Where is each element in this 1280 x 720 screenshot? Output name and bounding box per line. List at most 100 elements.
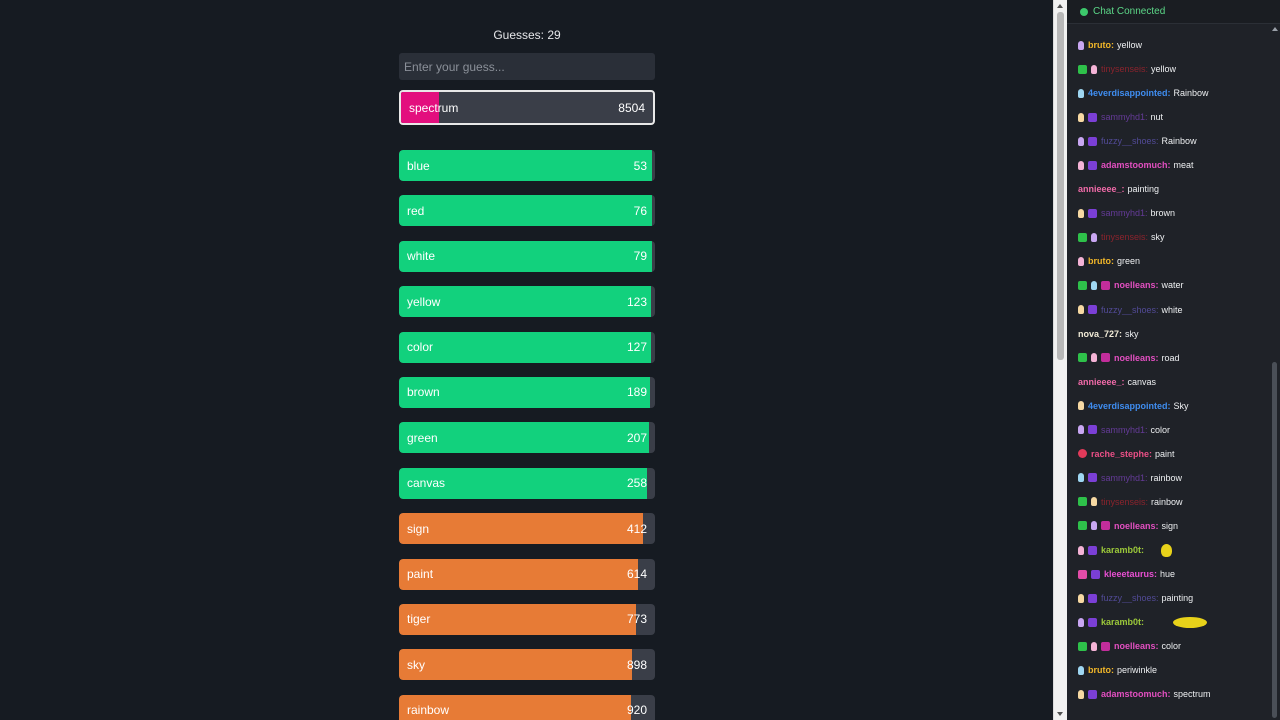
chat-username[interactable]: kleeetaurus:: [1104, 569, 1158, 580]
chat-message: sammyhd1: nut: [1078, 105, 1268, 129]
chat-text: brown: [1150, 208, 1176, 219]
chat-status: Chat Connected: [1093, 6, 1166, 17]
chat-username[interactable]: bruto:: [1088, 40, 1114, 51]
guess-rank: 412: [626, 521, 647, 536]
chat-text: sky: [1125, 328, 1139, 339]
guess-row: tiger 773: [399, 603, 655, 635]
guess-row: paint 614: [399, 558, 655, 590]
chat-text: road: [1161, 352, 1180, 363]
current-guess-row: spectrum 8504: [399, 90, 655, 125]
scroll-up-arrow-icon[interactable]: [1057, 4, 1063, 8]
chat-username[interactable]: tinysenseis:: [1101, 64, 1149, 75]
chat-username[interactable]: karamb0t:: [1101, 545, 1145, 555]
chat-username[interactable]: sammyhd1:: [1101, 472, 1148, 483]
chat-message: adamstoomuch: meat: [1078, 153, 1268, 177]
guess-fill-bar: [399, 558, 639, 590]
guess-input[interactable]: [399, 53, 655, 80]
chat-text: painting: [1127, 184, 1160, 195]
chat-text: periwinkle: [1117, 665, 1158, 676]
chat-username[interactable]: rache_stephe:: [1091, 448, 1153, 459]
chat-username[interactable]: sammyhd1:: [1101, 208, 1148, 219]
chat-username[interactable]: tinysenseis:: [1101, 232, 1149, 243]
hand-badge-icon: [1078, 136, 1084, 146]
chat-username[interactable]: 4everdisappointed:: [1088, 400, 1171, 411]
chat-username[interactable]: fuzzy__shoes:: [1101, 593, 1159, 604]
guess-rank: 79: [633, 249, 647, 264]
chat-message: bruto: green: [1078, 249, 1268, 273]
chat-username[interactable]: sammyhd1:: [1101, 112, 1148, 123]
guess-rank: 920: [626, 703, 647, 718]
page-scrollbar[interactable]: [1053, 0, 1067, 720]
hand-badge-icon: [1078, 401, 1084, 411]
guess-row: blue 53: [399, 150, 655, 181]
sub-badge-icon: [1088, 545, 1097, 555]
chat-username[interactable]: fuzzy__shoes:: [1101, 136, 1159, 147]
guess-word: tiger: [407, 612, 431, 627]
guess-rank: 127: [626, 340, 647, 355]
mod-badge-icon: [1078, 64, 1087, 74]
scroll-down-arrow-icon[interactable]: [1057, 712, 1063, 716]
game-panel: Guesses: 29 spectrum 8504 blue 53 red 76 whi…: [399, 28, 655, 720]
chat-username[interactable]: sammyhd1:: [1101, 424, 1148, 435]
chat-username[interactable]: nova_727:: [1078, 328, 1123, 339]
sub-badge-icon: [1088, 473, 1097, 483]
guess-row: white 79: [399, 240, 655, 272]
guess-rank: 898: [626, 657, 647, 672]
chat-message: karamb0t:: [1078, 610, 1268, 634]
chat-message: 4everdisappointed: Sky: [1078, 394, 1268, 418]
chat-message: tinysenseis: yellow: [1078, 57, 1268, 81]
guess-fill-bar: [399, 195, 653, 227]
chat-text: white: [1161, 304, 1183, 315]
chat-username[interactable]: karamb0t:: [1101, 617, 1145, 628]
chat-username[interactable]: bruto:: [1088, 665, 1114, 676]
chat-username[interactable]: noelleans:: [1114, 352, 1159, 363]
chat-username[interactable]: 4everdisappointed:: [1088, 88, 1171, 99]
hand-badge-icon: [1078, 425, 1084, 435]
hand-badge-icon: [1078, 617, 1084, 627]
chat-username[interactable]: noelleans:: [1114, 280, 1159, 291]
chat-message: annieeee_: canvas: [1078, 370, 1268, 394]
hand-badge-icon: [1078, 545, 1084, 555]
chat-username[interactable]: annieeee_:: [1078, 376, 1125, 387]
gift-badge-icon: [1101, 353, 1110, 363]
chat-username[interactable]: fuzzy__shoes:: [1101, 304, 1159, 315]
chat-message: noelleans: water: [1078, 273, 1268, 297]
chat-username[interactable]: noelleans:: [1114, 641, 1159, 652]
chat-username[interactable]: bruto:: [1088, 256, 1114, 267]
current-guess-rank: 8504: [618, 100, 645, 115]
chat-scrollbar[interactable]: [1271, 0, 1278, 720]
chat-message: nova_727: sky: [1078, 322, 1268, 346]
hand-badge-icon: [1091, 641, 1097, 651]
guess-fill-bar: [399, 513, 644, 545]
chat-username[interactable]: noelleans:: [1114, 520, 1159, 531]
chat-message: fuzzy__shoes: painting: [1078, 586, 1268, 610]
hand-badge-icon: [1078, 40, 1084, 50]
guess-list: blue 53 red 76 white 79 yellow 123 color 127 brown…: [399, 150, 655, 720]
guess-rank: 258: [626, 476, 647, 491]
guess-fill-bar: [399, 331, 652, 363]
chat-message: tinysenseis: rainbow: [1078, 490, 1268, 514]
guess-fill-bar: [399, 422, 649, 454]
mod-badge-icon: [1078, 353, 1087, 363]
guess-row: red 76: [399, 195, 655, 227]
chat-username[interactable]: adamstoomuch:: [1101, 689, 1171, 700]
hand-badge-icon: [1091, 232, 1097, 242]
mod-badge-icon: [1078, 497, 1087, 507]
guess-row: sign 412: [399, 513, 655, 545]
scrollbar-thumb[interactable]: [1057, 12, 1064, 360]
emote-icon: [1173, 616, 1208, 628]
chat-text: painting: [1161, 593, 1194, 604]
hand-badge-icon: [1078, 689, 1084, 699]
chat-text: water: [1161, 280, 1184, 291]
chat-username[interactable]: tinysenseis:: [1101, 496, 1149, 507]
hand-badge-icon: [1091, 521, 1097, 531]
chat-text: green: [1117, 256, 1141, 267]
chat-text: color: [1161, 641, 1182, 652]
chat-scrollbar-thumb[interactable]: [1272, 362, 1277, 718]
chat-text: hue: [1160, 569, 1176, 580]
guess-fill-bar: [399, 240, 653, 272]
chat-scroll-up-icon[interactable]: [1272, 27, 1278, 31]
chat-username[interactable]: adamstoomuch:: [1101, 160, 1171, 171]
chat-username[interactable]: annieeee_:: [1078, 184, 1125, 195]
chat-messages: bruto: yellow tinysenseis: yellow 4everdisap…: [1078, 33, 1268, 706]
